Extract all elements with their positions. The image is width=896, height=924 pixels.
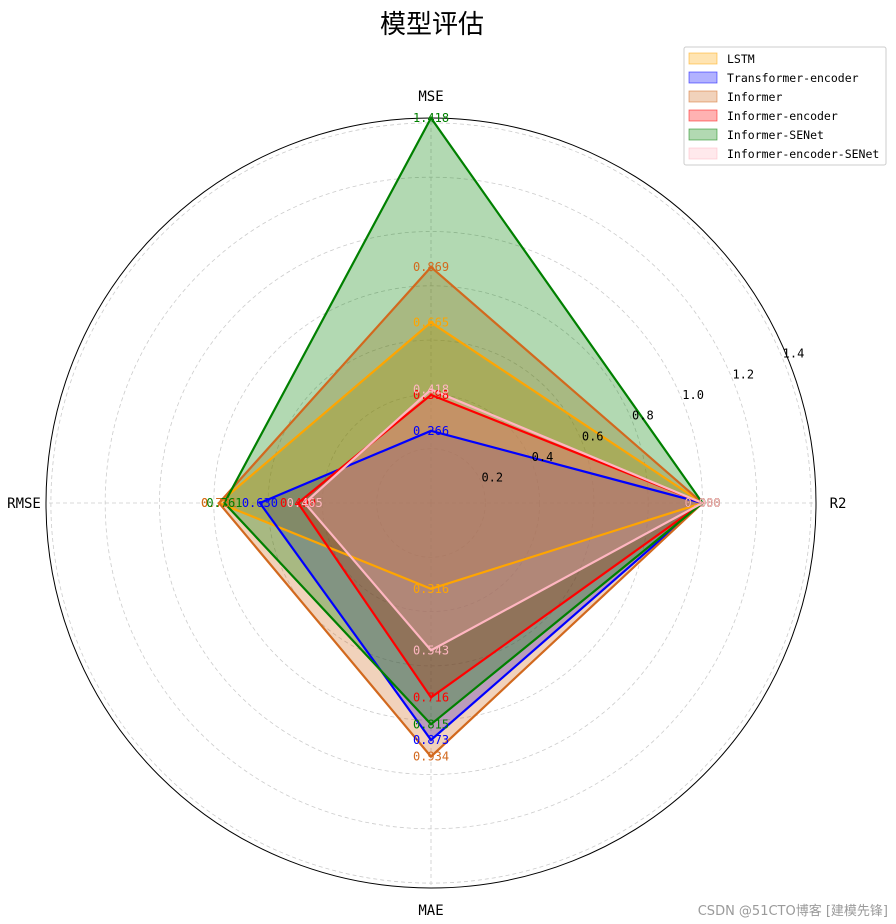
r-tick-0: 0.2: [481, 471, 503, 485]
value-label-3-1: 0.900: [684, 496, 720, 510]
axis-label-mae: MAE: [418, 903, 443, 919]
legend-swatch-5: [688, 147, 718, 160]
legend-frame: [683, 46, 887, 166]
value-label-2-2: 0.934: [413, 750, 449, 764]
legend-label-2: Informer: [727, 90, 782, 104]
value-label-5-0: 0.418: [413, 383, 449, 397]
value-label-1-3: 0.630: [242, 496, 278, 510]
r-tick-5: 1.2: [732, 367, 754, 381]
value-label-5-3: 0.465: [287, 496, 323, 510]
legend-label-5: Informer-encoder-SENet: [727, 147, 879, 161]
watermark: CSDN @51CTO博客 [建模先锋]: [698, 903, 888, 919]
r-tick-2: 0.6: [582, 429, 604, 443]
series-line-5: [303, 388, 706, 652]
series-line-4: [223, 115, 704, 726]
value-label-4-1: 0.900: [684, 496, 720, 510]
r-tick-4: 1.0: [682, 388, 704, 402]
legend: LSTM Transformer-encoder Informer Informer-…: [683, 46, 887, 166]
axis-label-rmse: RMSE: [7, 496, 41, 512]
value-label-5-2: 0.543: [413, 643, 449, 657]
value-label-4-0: 1.418: [413, 111, 449, 125]
legend-label-4: Informer-SENet: [727, 128, 824, 142]
value-label-1-1: 0.900: [684, 496, 720, 510]
series-line-1: [258, 429, 705, 742]
value-label-0-0: 0.665: [413, 315, 449, 329]
series-line-3: [296, 393, 705, 699]
series-area-3: [298, 394, 703, 698]
value-label-2-0: 0.869: [413, 260, 449, 274]
legend-swatch-4: [688, 128, 718, 141]
radial-tick-labels: 0.2 0.4 0.6 0.8 1.0 1.2 1.4: [481, 347, 804, 485]
series-area-1: [259, 430, 703, 740]
chart-title: 模型评估: [380, 10, 484, 40]
axis-label-r2: R2: [830, 496, 847, 512]
value-label-3-3: 0.490: [280, 496, 316, 510]
r-tick-6: 1.4: [783, 347, 805, 361]
legend-label-1: Transformer-encoder: [727, 71, 859, 85]
value-label-3-2: 0.716: [413, 690, 449, 704]
legend-swatch-1: [688, 71, 718, 84]
grid-circle-0: [376, 448, 486, 558]
series-area-5: [304, 389, 703, 651]
legend-label-0: LSTM: [727, 52, 755, 66]
value-label-1-0: 0.266: [413, 424, 449, 438]
series-line-2: [217, 265, 705, 759]
axis-label-mse: MSE: [418, 89, 443, 105]
series-area-4: [224, 118, 703, 725]
value-label-3-0: 0.398: [413, 388, 449, 402]
value-labels: 0.6650.9000.3160.7810.2660.9000.8730.630…: [201, 111, 721, 764]
series-area-0: [219, 322, 703, 589]
value-label-0-3: 0.781: [201, 496, 237, 510]
series-area-2: [219, 267, 703, 757]
legend-swatch-0: [688, 52, 718, 65]
r-tick-3: 0.8: [632, 409, 654, 423]
value-label-4-2: 0.815: [413, 717, 449, 731]
legend-label-3: Informer-encoder: [727, 109, 838, 123]
value-label-5-1: 0.900: [684, 496, 720, 510]
value-label-0-2: 0.316: [413, 582, 449, 596]
value-label-1-2: 0.873: [413, 733, 449, 747]
series-line-0: [216, 321, 706, 590]
value-label-4-3: 0.761: [206, 496, 242, 510]
r-tick-1: 0.4: [532, 450, 554, 464]
legend-swatch-2: [688, 90, 718, 103]
legend-swatch-3: [688, 109, 718, 122]
value-label-2-1: 0.900: [684, 496, 720, 510]
value-label-2-3: 0.781: [201, 496, 237, 510]
value-label-0-1: 0.900: [684, 496, 720, 510]
axis-labels: MSE R2 MAE RMSE: [7, 89, 846, 919]
series-areas: [216, 115, 706, 759]
